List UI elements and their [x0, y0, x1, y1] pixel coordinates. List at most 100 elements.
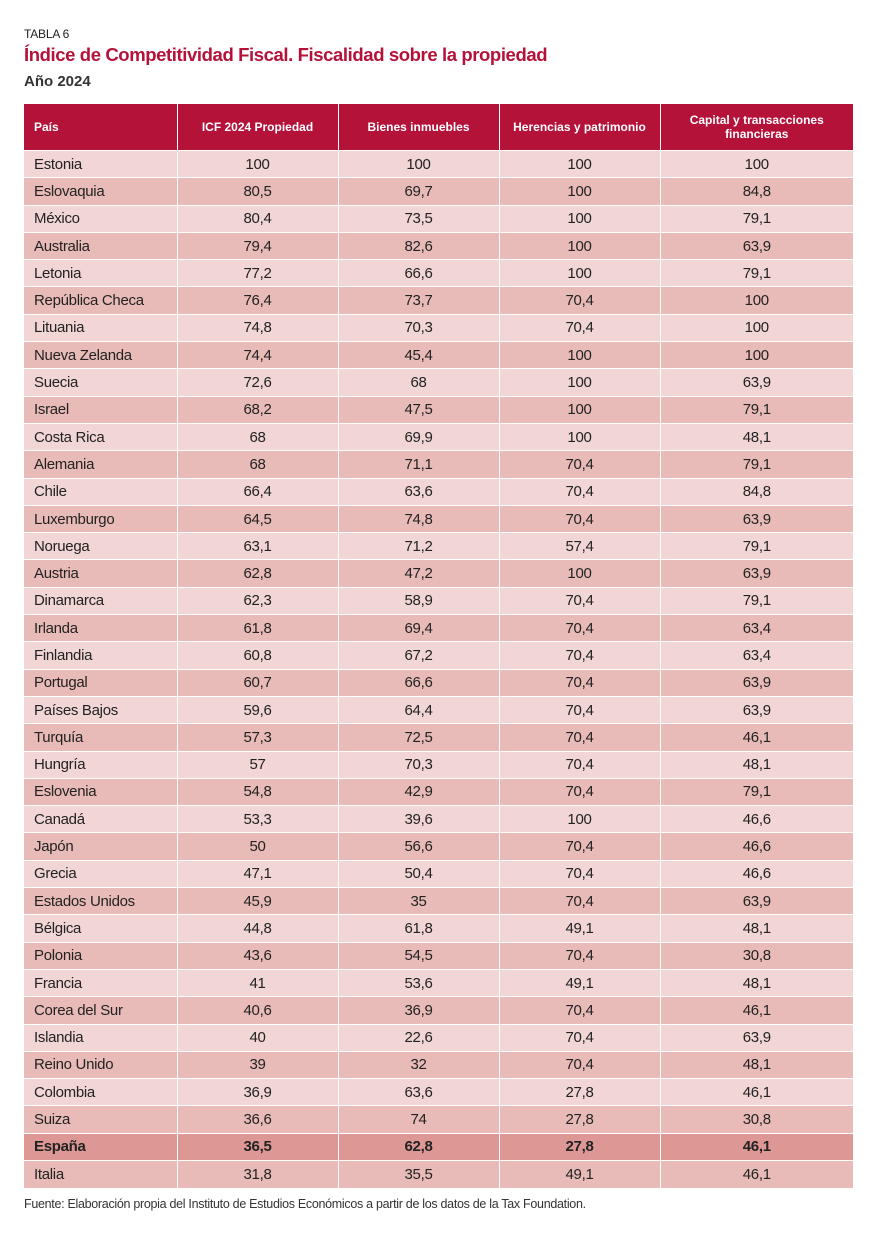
table-row: Lituania 74,8 70,3 70,4 100: [24, 313, 853, 342]
table-row: Suecia 72,6 68 100 63,9: [24, 368, 853, 397]
country-cell: España: [24, 1132, 177, 1161]
country-cell: Costa Rica: [24, 422, 177, 451]
country-cell: Eslovenia: [24, 777, 177, 806]
country-cell: Noruega: [24, 532, 177, 560]
value-cell: 70,4: [498, 504, 660, 533]
country-cell: Polonia: [24, 941, 177, 970]
value-cell: 70,4: [498, 941, 660, 970]
table-row: Reino Unido 39 32 70,4 48,1: [24, 1050, 853, 1079]
value-cell: 46,1: [659, 1078, 853, 1106]
value-cell: 100: [176, 149, 338, 178]
country-cell: México: [24, 204, 177, 233]
table-row: Nueva Zelanda 74,4 45,4 100 100: [24, 341, 853, 369]
value-cell: 100: [498, 149, 660, 178]
value-cell: 100: [498, 204, 660, 233]
header-row: País ICF 2024 Propiedad Bienes inmuebles He…: [24, 104, 853, 151]
value-cell: 47,2: [337, 559, 499, 588]
value-cell: 50,4: [337, 859, 499, 888]
value-cell: 46,6: [659, 805, 853, 833]
value-cell: 30,8: [659, 1105, 853, 1134]
value-cell: 31,8: [176, 1159, 338, 1188]
value-cell: 63,1: [176, 532, 338, 560]
value-cell: 100: [337, 149, 499, 178]
value-cell: 100: [498, 805, 660, 833]
value-cell: 35: [337, 887, 499, 915]
value-cell: 66,6: [337, 259, 499, 287]
column-header: País: [24, 104, 177, 151]
value-cell: 54,5: [337, 941, 499, 970]
value-cell: 63,9: [659, 368, 853, 397]
table-row: Noruega 63,1 71,2 57,4 79,1: [24, 532, 853, 560]
value-cell: 100: [659, 286, 853, 315]
value-cell: 84,8: [659, 177, 853, 206]
country-cell: Australia: [24, 231, 177, 260]
value-cell: 27,8: [498, 1105, 660, 1134]
value-cell: 76,4: [176, 286, 338, 315]
value-cell: 70,4: [498, 313, 660, 342]
table-row: Polonia 43,6 54,5 70,4 30,8: [24, 941, 853, 970]
country-cell: Dinamarca: [24, 586, 177, 615]
table-row: Letonia 77,2 66,6 100 79,1: [24, 259, 853, 287]
value-cell: 72,5: [337, 723, 499, 752]
value-cell: 36,9: [176, 1078, 338, 1106]
value-cell: 22,6: [337, 1023, 499, 1052]
table-row: Colombia 36,9 63,6 27,8 46,1: [24, 1078, 853, 1106]
value-cell: 63,6: [337, 1078, 499, 1106]
value-cell: 70,4: [498, 586, 660, 615]
value-cell: 70,4: [498, 1023, 660, 1052]
value-cell: 48,1: [659, 750, 853, 779]
table-body: Estonia 100 100 100 100 Eslovaquia 80,5 69,7 100…: [24, 149, 853, 1188]
value-cell: 61,8: [176, 614, 338, 642]
table-row: Corea del Sur 40,6 36,9 70,4 46,1: [24, 996, 853, 1024]
column-header: ICF 2024 Propiedad: [176, 104, 338, 151]
table-row: Eslovenia 54,8 42,9 70,4 79,1: [24, 777, 853, 806]
table-row: Alemania 68 71,1 70,4 79,1: [24, 450, 853, 479]
value-cell: 39: [176, 1050, 338, 1079]
value-cell: 100: [498, 422, 660, 451]
value-cell: 77,2: [176, 259, 338, 287]
value-cell: 45,4: [337, 341, 499, 369]
country-cell: Reino Unido: [24, 1050, 177, 1079]
value-cell: 82,6: [337, 231, 499, 260]
value-cell: 53,6: [337, 968, 499, 997]
value-cell: 49,1: [498, 914, 660, 943]
value-cell: 40: [176, 1023, 338, 1052]
value-cell: 70,4: [498, 859, 660, 888]
value-cell: 70,4: [498, 668, 660, 697]
value-cell: 53,3: [176, 805, 338, 833]
table-row: Hungría 57 70,3 70,4 48,1: [24, 750, 853, 779]
value-cell: 74,4: [176, 341, 338, 369]
value-cell: 74,8: [176, 313, 338, 342]
value-cell: 73,7: [337, 286, 499, 315]
value-cell: 69,9: [337, 422, 499, 451]
value-cell: 56,6: [337, 832, 499, 861]
value-cell: 70,4: [498, 695, 660, 724]
column-header: Capital y transacciones financieras: [659, 104, 853, 151]
table-row: República Checa 76,4 73,7 70,4 100: [24, 286, 853, 315]
country-cell: Portugal: [24, 668, 177, 697]
value-cell: 48,1: [659, 914, 853, 943]
table-row: Francia 41 53,6 49,1 48,1: [24, 968, 853, 997]
table-row: Bélgica 44,8 61,8 49,1 48,1: [24, 914, 853, 943]
value-cell: 70,4: [498, 641, 660, 670]
table-row: España 36,5 62,8 27,8 46,1: [24, 1132, 853, 1161]
country-cell: Países Bajos: [24, 695, 177, 724]
value-cell: 74,8: [337, 504, 499, 533]
value-cell: 100: [659, 313, 853, 342]
country-cell: Lituania: [24, 313, 177, 342]
value-cell: 43,6: [176, 941, 338, 970]
value-cell: 44,8: [176, 914, 338, 943]
value-cell: 41: [176, 968, 338, 997]
value-cell: 50: [176, 832, 338, 861]
table-row: Costa Rica 68 69,9 100 48,1: [24, 422, 853, 451]
country-cell: Suecia: [24, 368, 177, 397]
value-cell: 62,8: [337, 1132, 499, 1161]
value-cell: 54,8: [176, 777, 338, 806]
value-cell: 49,1: [498, 968, 660, 997]
table-row: Finlandia 60,8 67,2 70,4 63,4: [24, 641, 853, 670]
value-cell: 79,1: [659, 204, 853, 233]
value-cell: 30,8: [659, 941, 853, 970]
value-cell: 60,8: [176, 641, 338, 670]
country-cell: Eslovaquia: [24, 177, 177, 206]
